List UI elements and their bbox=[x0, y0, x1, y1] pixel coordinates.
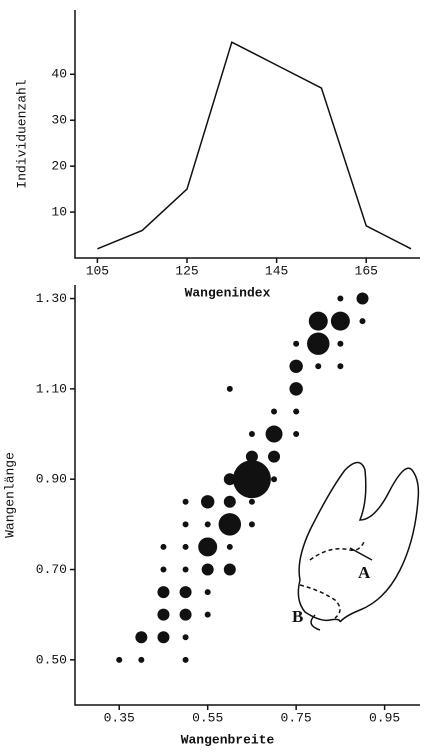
bubble bbox=[135, 631, 148, 644]
x-axis-title: Wangenbreite bbox=[181, 732, 275, 747]
bubble bbox=[218, 513, 242, 536]
bubble bbox=[157, 586, 170, 599]
bubble bbox=[271, 476, 278, 483]
bubble bbox=[160, 543, 167, 550]
bubble bbox=[293, 340, 300, 347]
bubble bbox=[204, 589, 211, 596]
y-axis-title: Individuenzahl bbox=[14, 79, 29, 188]
y-tick-label: 10 bbox=[51, 205, 67, 220]
bubble bbox=[226, 543, 233, 550]
bubble bbox=[293, 408, 300, 415]
bubble bbox=[179, 586, 192, 599]
bubble bbox=[182, 656, 189, 663]
axis bbox=[74, 10, 420, 259]
bubble bbox=[232, 460, 271, 499]
y-axis-title: Wangenlänge bbox=[2, 452, 17, 538]
y-tick-label: 30 bbox=[51, 113, 67, 128]
y-tick-label: 1.10 bbox=[36, 381, 67, 396]
bubble bbox=[356, 292, 369, 305]
bubble bbox=[289, 382, 303, 396]
data-line bbox=[97, 41, 412, 250]
bubble bbox=[116, 656, 123, 663]
bubble bbox=[359, 318, 366, 325]
x-tick-label: 165 bbox=[355, 263, 378, 278]
bubble bbox=[245, 450, 258, 463]
y-tick-label: 0.50 bbox=[36, 652, 67, 667]
bubble bbox=[289, 359, 303, 373]
bubble bbox=[268, 450, 281, 463]
bubble bbox=[307, 332, 330, 355]
bubble bbox=[204, 611, 211, 618]
bubble bbox=[226, 385, 233, 392]
bubble bbox=[182, 543, 189, 550]
bubble bbox=[315, 363, 322, 370]
bubble bbox=[293, 431, 300, 438]
bubble bbox=[201, 563, 214, 576]
bubble bbox=[337, 340, 344, 347]
y-tick-label: 0.70 bbox=[36, 562, 67, 577]
bubble bbox=[223, 563, 236, 576]
bubble bbox=[271, 408, 278, 415]
bubble bbox=[160, 566, 167, 573]
x-tick-label: 0.95 bbox=[369, 710, 400, 725]
x-tick-label: 125 bbox=[175, 263, 198, 278]
bubble bbox=[157, 608, 170, 621]
bubble bbox=[248, 498, 255, 505]
annotation: B bbox=[292, 607, 303, 626]
bubble bbox=[248, 521, 255, 528]
x-tick-label: 105 bbox=[86, 263, 109, 278]
bubble bbox=[248, 431, 255, 438]
bubble bbox=[265, 425, 283, 443]
bubble bbox=[204, 521, 211, 528]
bubble bbox=[223, 473, 236, 486]
x-axis-title: Wangenindex bbox=[185, 285, 271, 300]
bubble bbox=[337, 363, 344, 370]
bubble bbox=[138, 656, 145, 663]
y-tick-label: 0.90 bbox=[36, 472, 67, 487]
bubble bbox=[182, 566, 189, 573]
bubble bbox=[198, 537, 218, 557]
bubble bbox=[157, 631, 170, 644]
y-tick-label: 40 bbox=[51, 67, 67, 82]
bubble bbox=[182, 634, 189, 641]
annotation: A bbox=[358, 563, 371, 582]
bubble bbox=[182, 498, 189, 505]
tooth-diagram bbox=[297, 461, 420, 631]
bubble bbox=[330, 311, 350, 331]
bubble bbox=[337, 295, 344, 302]
axis bbox=[74, 285, 420, 706]
x-tick-label: 145 bbox=[265, 263, 288, 278]
x-tick-label: 0.55 bbox=[192, 710, 223, 725]
bubble bbox=[308, 311, 328, 331]
bubble bbox=[200, 495, 215, 509]
bubble bbox=[223, 495, 236, 508]
y-tick-label: 20 bbox=[51, 159, 67, 174]
bubble bbox=[179, 608, 192, 621]
x-tick-label: 0.35 bbox=[104, 710, 135, 725]
x-tick-label: 0.75 bbox=[281, 710, 312, 725]
y-tick-label: 1.30 bbox=[36, 291, 67, 306]
bubble bbox=[182, 521, 189, 528]
